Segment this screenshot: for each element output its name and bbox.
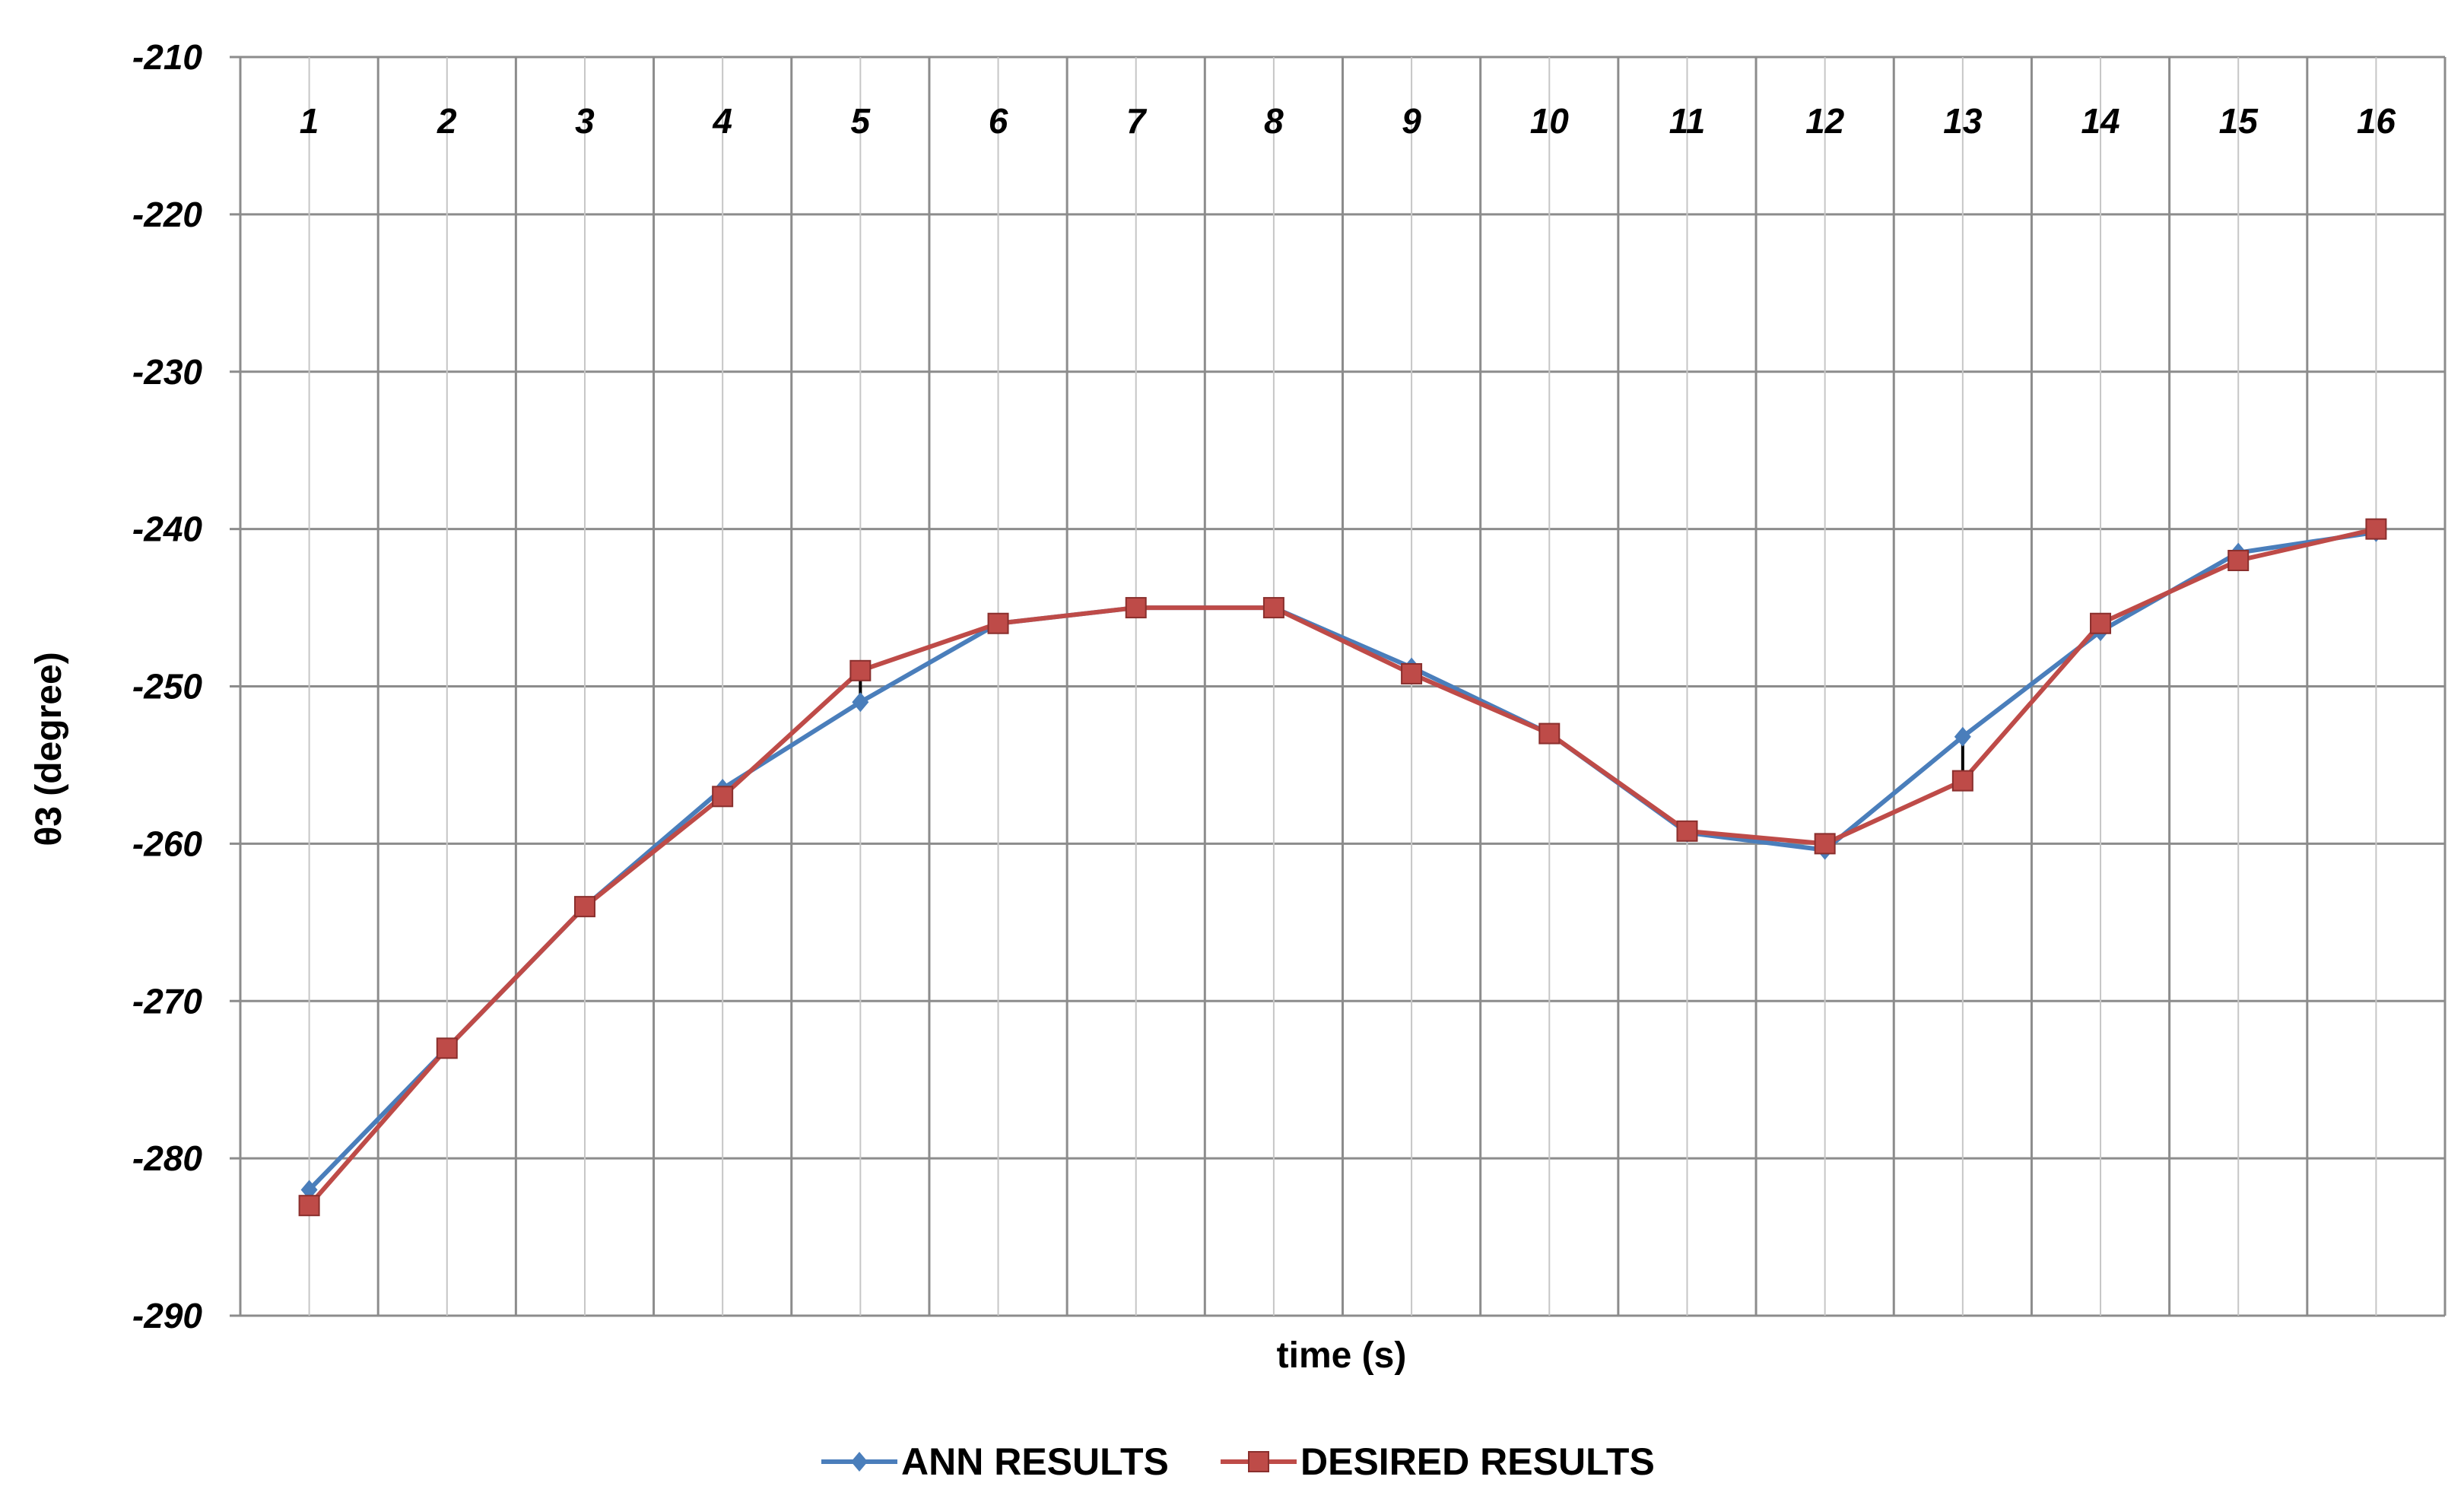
x-axis-tick-labels: 1 2 3 4 5 6 7 8 9 10 11 12 13 14 15 16 <box>300 101 2396 141</box>
x-tick-label: 6 <box>989 101 1008 141</box>
x-tick-label: 15 <box>2219 101 2259 141</box>
data-point <box>712 786 734 808</box>
series-line <box>307 529 2377 1192</box>
y-tick-label: -210 <box>132 37 202 77</box>
series-desired-results <box>298 518 2387 1217</box>
y-tick-label: -230 <box>132 352 202 392</box>
grid-lines <box>230 56 2447 1317</box>
x-axis-label: time (s) <box>1277 1335 1407 1376</box>
legend-item: DESIRED RESULTS <box>1221 1440 1655 1483</box>
x-tick-label: 2 <box>437 101 457 141</box>
x-tick-label: 7 <box>1126 101 1148 141</box>
x-tick-label: 1 <box>300 101 319 141</box>
legend-marker <box>1248 1451 1269 1472</box>
x-tick-label: 3 <box>575 101 595 141</box>
data-point <box>2090 612 2112 634</box>
legend-marker <box>851 1452 868 1472</box>
data-point <box>298 1195 320 1217</box>
data-point <box>436 1037 458 1059</box>
data-point <box>2365 518 2387 540</box>
x-tick-label: 11 <box>1669 101 1706 141</box>
series-line <box>307 526 2377 1208</box>
y-axis-tick-labels: -210 -220 -230 -240 -250 -260 -270 -280 -290 <box>132 37 202 1335</box>
x-tick-label: 8 <box>1264 101 1284 141</box>
y-tick-label: -260 <box>132 824 202 863</box>
data-point <box>1538 722 1561 745</box>
legend-label: ANN RESULTS <box>901 1440 1169 1483</box>
data-point <box>1676 820 1698 842</box>
data-point <box>1125 597 1147 619</box>
legend: ANN RESULTS DESIRED RESULTS <box>821 1440 1655 1483</box>
data-point <box>1814 833 1836 855</box>
data-point <box>849 659 872 681</box>
x-tick-label: 4 <box>712 101 732 141</box>
x-tick-label: 13 <box>1943 101 1983 141</box>
y-tick-label: -270 <box>132 981 202 1021</box>
data-point <box>1954 726 1971 747</box>
data-point <box>1262 597 1284 619</box>
data-point <box>1951 770 1973 792</box>
legend-item: ANN RESULTS <box>821 1440 1169 1483</box>
y-tick-label: -220 <box>132 195 202 234</box>
y-tick-label: -280 <box>132 1138 202 1178</box>
data-series <box>298 518 2387 1217</box>
data-point <box>1401 662 1423 684</box>
x-tick-label: 16 <box>2357 101 2396 141</box>
legend-label: DESIRED RESULTS <box>1300 1440 1655 1483</box>
x-tick-label: 12 <box>1805 101 1845 141</box>
data-point <box>987 612 1009 634</box>
y-tick-label: -250 <box>132 667 202 707</box>
data-point <box>852 692 869 713</box>
y-tick-label: -290 <box>132 1296 202 1335</box>
data-point <box>2227 550 2250 571</box>
y-axis-label: θ3 (degree) <box>29 652 69 846</box>
x-tick-label: 10 <box>1530 101 1570 141</box>
x-tick-label: 9 <box>1402 101 1421 141</box>
x-tick-label: 14 <box>2081 101 2119 141</box>
y-tick-label: -240 <box>132 510 202 549</box>
x-tick-label: 5 <box>851 101 872 141</box>
data-point <box>573 896 595 918</box>
data-point <box>300 1180 318 1200</box>
